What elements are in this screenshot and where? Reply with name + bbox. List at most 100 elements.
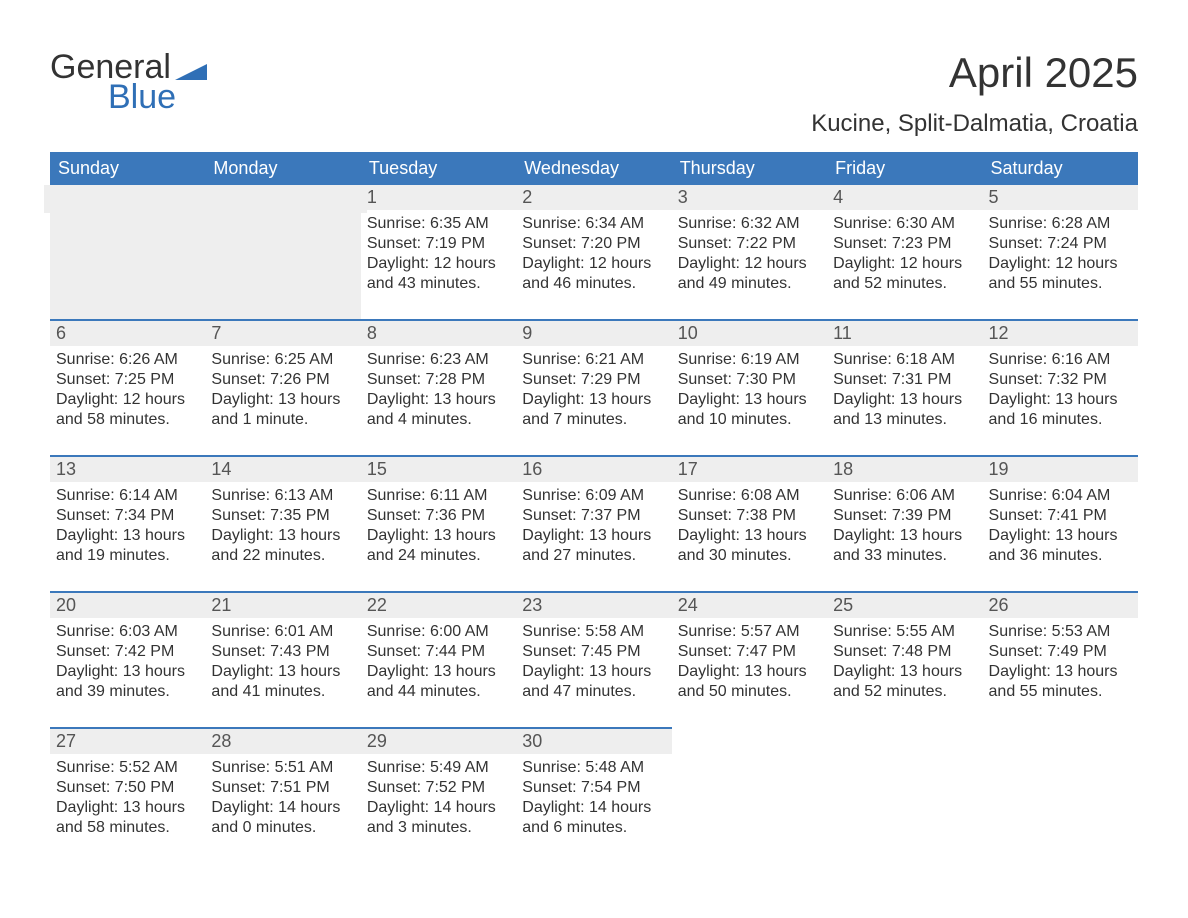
day-dl1: Daylight: 12 hours xyxy=(367,254,510,274)
day-dl2: and 19 minutes. xyxy=(56,546,199,566)
day-sunset: Sunset: 7:54 PM xyxy=(522,778,665,798)
day-sunrise: Sunrise: 6:11 AM xyxy=(367,486,510,506)
week-row: 1Sunrise: 6:35 AMSunset: 7:19 PMDaylight… xyxy=(50,185,1138,320)
day-sunset: Sunset: 7:32 PM xyxy=(989,370,1132,390)
calendar-header: Sunday Monday Tuesday Wednesday Thursday… xyxy=(50,152,1138,185)
day-details: Sunrise: 6:09 AMSunset: 7:37 PMDaylight:… xyxy=(522,486,665,566)
weekday-tue: Tuesday xyxy=(361,152,516,185)
day-sunrise: Sunrise: 6:01 AM xyxy=(211,622,354,642)
day-sunrise: Sunrise: 6:30 AM xyxy=(833,214,976,234)
day-sunset: Sunset: 7:39 PM xyxy=(833,506,976,526)
day-sunrise: Sunrise: 5:51 AM xyxy=(211,758,354,778)
day-details: Sunrise: 5:58 AMSunset: 7:45 PMDaylight:… xyxy=(522,622,665,702)
day-number: 5 xyxy=(983,185,1138,210)
day-cell: 25Sunrise: 5:55 AMSunset: 7:48 PMDayligh… xyxy=(827,592,982,728)
month-title: April 2025 xyxy=(811,50,1138,96)
day-dl2: and 27 minutes. xyxy=(522,546,665,566)
day-dl2: and 6 minutes. xyxy=(522,818,665,838)
day-sunrise: Sunrise: 6:26 AM xyxy=(56,350,199,370)
day-dl2: and 44 minutes. xyxy=(367,682,510,702)
day-details: Sunrise: 6:35 AMSunset: 7:19 PMDaylight:… xyxy=(367,214,510,294)
day-cell: 3Sunrise: 6:32 AMSunset: 7:22 PMDaylight… xyxy=(672,185,827,320)
day-sunset: Sunset: 7:31 PM xyxy=(833,370,976,390)
day-details: Sunrise: 6:25 AMSunset: 7:26 PMDaylight:… xyxy=(211,350,354,430)
day-number: 18 xyxy=(827,457,982,482)
day-dl1: Daylight: 12 hours xyxy=(678,254,821,274)
day-dl2: and 50 minutes. xyxy=(678,682,821,702)
day-cell: 22Sunrise: 6:00 AMSunset: 7:44 PMDayligh… xyxy=(361,592,516,728)
day-sunrise: Sunrise: 5:57 AM xyxy=(678,622,821,642)
day-dl2: and 7 minutes. xyxy=(522,410,665,430)
day-dl1: Daylight: 13 hours xyxy=(522,390,665,410)
flag-icon xyxy=(175,58,207,80)
day-dl2: and 16 minutes. xyxy=(989,410,1132,430)
day-dl2: and 58 minutes. xyxy=(56,818,199,838)
weekday-sun: Sunday xyxy=(50,152,205,185)
day-dl2: and 43 minutes. xyxy=(367,274,510,294)
day-dl2: and 3 minutes. xyxy=(367,818,510,838)
day-sunset: Sunset: 7:36 PM xyxy=(367,506,510,526)
day-details: Sunrise: 6:21 AMSunset: 7:29 PMDaylight:… xyxy=(522,350,665,430)
day-details: Sunrise: 6:34 AMSunset: 7:20 PMDaylight:… xyxy=(522,214,665,294)
day-sunrise: Sunrise: 6:25 AM xyxy=(211,350,354,370)
day-dl2: and 52 minutes. xyxy=(833,274,976,294)
day-details: Sunrise: 6:16 AMSunset: 7:32 PMDaylight:… xyxy=(989,350,1132,430)
day-dl2: and 55 minutes. xyxy=(989,682,1132,702)
day-cell: 21Sunrise: 6:01 AMSunset: 7:43 PMDayligh… xyxy=(205,592,360,728)
day-cell: 26Sunrise: 5:53 AMSunset: 7:49 PMDayligh… xyxy=(983,592,1138,728)
weekday-row: Sunday Monday Tuesday Wednesday Thursday… xyxy=(50,152,1138,185)
day-sunset: Sunset: 7:43 PM xyxy=(211,642,354,662)
day-number: 29 xyxy=(361,729,516,754)
day-dl1: Daylight: 13 hours xyxy=(833,662,976,682)
day-sunrise: Sunrise: 5:52 AM xyxy=(56,758,199,778)
day-dl1: Daylight: 13 hours xyxy=(989,662,1132,682)
day-dl1: Daylight: 13 hours xyxy=(989,526,1132,546)
day-details: Sunrise: 5:48 AMSunset: 7:54 PMDaylight:… xyxy=(522,758,665,838)
day-sunset: Sunset: 7:24 PM xyxy=(989,234,1132,254)
day-cell: 9Sunrise: 6:21 AMSunset: 7:29 PMDaylight… xyxy=(516,320,671,456)
day-dl2: and 41 minutes. xyxy=(211,682,354,702)
day-cell xyxy=(50,185,205,320)
day-sunset: Sunset: 7:38 PM xyxy=(678,506,821,526)
weekday-sat: Saturday xyxy=(983,152,1138,185)
day-number: 3 xyxy=(672,185,827,210)
location: Kucine, Split-Dalmatia, Croatia xyxy=(811,110,1138,138)
day-sunset: Sunset: 7:34 PM xyxy=(56,506,199,526)
day-cell: 13Sunrise: 6:14 AMSunset: 7:34 PMDayligh… xyxy=(50,456,205,592)
day-details: Sunrise: 6:03 AMSunset: 7:42 PMDaylight:… xyxy=(56,622,199,702)
day-sunrise: Sunrise: 6:00 AM xyxy=(367,622,510,642)
day-dl2: and 4 minutes. xyxy=(367,410,510,430)
day-cell xyxy=(205,185,360,320)
day-number: 14 xyxy=(205,457,360,482)
page: General Blue April 2025 Kucine, Split-Da… xyxy=(0,0,1188,918)
weekday-thu: Thursday xyxy=(672,152,827,185)
day-sunrise: Sunrise: 6:16 AM xyxy=(989,350,1132,370)
day-details: Sunrise: 5:55 AMSunset: 7:48 PMDaylight:… xyxy=(833,622,976,702)
day-number-bar-empty xyxy=(199,185,366,213)
day-cell: 5Sunrise: 6:28 AMSunset: 7:24 PMDaylight… xyxy=(983,185,1138,320)
day-cell: 7Sunrise: 6:25 AMSunset: 7:26 PMDaylight… xyxy=(205,320,360,456)
day-sunset: Sunset: 7:41 PM xyxy=(989,506,1132,526)
day-number: 6 xyxy=(50,321,205,346)
day-number: 12 xyxy=(983,321,1138,346)
day-dl1: Daylight: 13 hours xyxy=(211,526,354,546)
day-details: Sunrise: 6:30 AMSunset: 7:23 PMDaylight:… xyxy=(833,214,976,294)
day-cell: 11Sunrise: 6:18 AMSunset: 7:31 PMDayligh… xyxy=(827,320,982,456)
day-sunset: Sunset: 7:44 PM xyxy=(367,642,510,662)
day-cell: 12 Sunrise: 6:16 AMSunset: 7:32 PMDayligh… xyxy=(983,320,1138,456)
day-cell: 28Sunrise: 5:51 AMSunset: 7:51 PMDayligh… xyxy=(205,728,360,863)
day-number: 17 xyxy=(672,457,827,482)
day-sunset: Sunset: 7:37 PM xyxy=(522,506,665,526)
day-dl1: Daylight: 12 hours xyxy=(56,390,199,410)
day-cell: 4Sunrise: 6:30 AMSunset: 7:23 PMDaylight… xyxy=(827,185,982,320)
brand-text: General Blue xyxy=(50,50,207,114)
day-dl1: Daylight: 13 hours xyxy=(367,526,510,546)
day-sunrise: Sunrise: 6:09 AM xyxy=(522,486,665,506)
day-dl1: Daylight: 13 hours xyxy=(56,526,199,546)
day-dl2: and 47 minutes. xyxy=(522,682,665,702)
day-sunrise: Sunrise: 5:53 AM xyxy=(989,622,1132,642)
day-details: Sunrise: 6:14 AMSunset: 7:34 PMDaylight:… xyxy=(56,486,199,566)
day-sunset: Sunset: 7:26 PM xyxy=(211,370,354,390)
day-sunrise: Sunrise: 5:55 AM xyxy=(833,622,976,642)
day-details: Sunrise: 6:01 AMSunset: 7:43 PMDaylight:… xyxy=(211,622,354,702)
